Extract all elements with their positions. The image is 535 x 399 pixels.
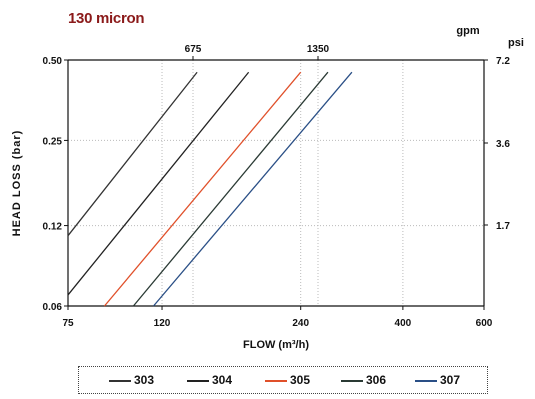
legend-label: 303 [134, 373, 155, 387]
y-tick-label: 0.06 [43, 302, 63, 313]
x-axis-title: FLOW (m³/h) [243, 339, 309, 351]
legend-swatch [341, 379, 363, 382]
legend-item-304: 304 [187, 373, 232, 387]
series-line-305 [103, 71, 302, 307]
legend-item-303: 303 [109, 373, 154, 387]
legend-item-306: 306 [341, 373, 386, 387]
legend-item-305: 305 [265, 373, 310, 387]
legend: 303 304 305 306 307 [78, 366, 488, 394]
x-tick-label: 75 [62, 318, 74, 329]
x-tick-label: 240 [292, 318, 309, 329]
y-tick-label: 0.25 [43, 136, 63, 147]
y-tick-label: 0.50 [43, 56, 63, 67]
right-tick-label: 1.7 [496, 221, 510, 232]
y-axis-title: HEAD LOSS (bar) [11, 130, 23, 237]
top-tick-label: 1350 [307, 44, 330, 55]
series-line-306 [132, 71, 329, 307]
legend-label: 304 [212, 373, 233, 387]
right-tick-label: 7.2 [496, 56, 510, 67]
legend-swatch [265, 379, 287, 382]
legend-item-307: 307 [415, 373, 460, 387]
series-line-304 [67, 71, 250, 296]
legend-label: 307 [440, 373, 461, 387]
top-tick-label: 675 [185, 44, 202, 55]
series-line-303 [67, 71, 198, 237]
y-tick-label: 0.12 [43, 222, 63, 233]
right-axis-unit: psi [508, 37, 524, 49]
legend-label: 305 [290, 373, 311, 387]
chart-title: 130 micron [68, 10, 145, 27]
top-axis-unit: gpm [456, 25, 479, 37]
legend-swatch [109, 379, 131, 382]
x-tick-label: 120 [154, 318, 171, 329]
x-tick-label: 600 [476, 318, 493, 329]
legend-swatch [187, 379, 209, 382]
x-tick-label: 400 [395, 318, 412, 329]
legend-swatch [415, 379, 437, 382]
legend-label: 306 [366, 373, 387, 387]
series-line-307 [153, 71, 353, 307]
right-tick-label: 3.6 [496, 139, 510, 150]
